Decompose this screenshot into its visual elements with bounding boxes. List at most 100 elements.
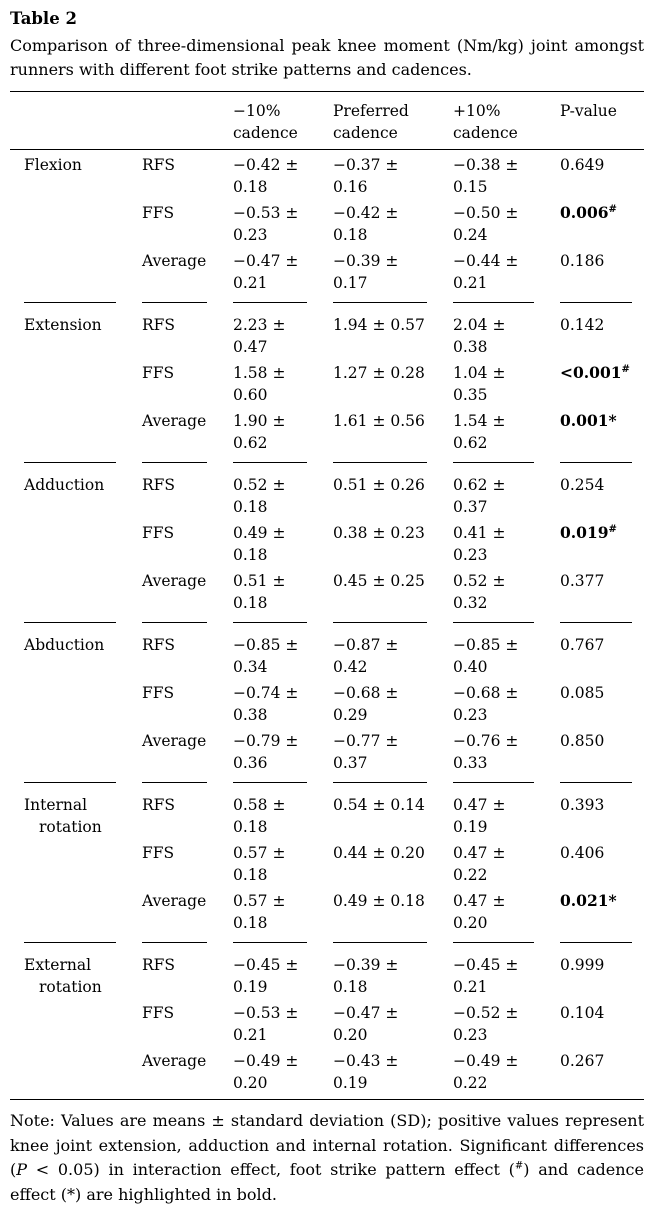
table-row: Adduction RFS 0.52 ± 0.18 0.51 ± 0.26 0.62 ±… xyxy=(10,470,644,520)
group-separator-row xyxy=(10,296,644,310)
pattern-cell: Average xyxy=(142,572,207,590)
pvalue-superscript: # xyxy=(621,363,630,375)
plus10-cadence-cell: −0.68 ± 0.23 xyxy=(453,684,519,724)
separator-rule xyxy=(24,302,116,303)
pvalue-cell: 0.267 xyxy=(560,1048,644,1100)
separator-rule xyxy=(142,622,207,623)
plus10-cadence-cell: 1.04 ± 0.35 xyxy=(453,364,506,404)
minus10-cadence-cell: 0.57 ± 0.18 xyxy=(233,892,286,932)
separator-rule xyxy=(24,622,116,623)
pvalue-cell: 0.999 xyxy=(560,950,644,1000)
group-separator-cell xyxy=(142,936,233,950)
minus10-cadence-cell: 0.58 ± 0.18 xyxy=(233,796,286,836)
minus10-cadence-cell: −0.42 ± 0.18 xyxy=(233,156,299,196)
pvalue-cell: 0.019# xyxy=(560,520,644,568)
pvalue-superscript: # xyxy=(608,203,617,215)
plus10-cadence-cell: 0.62 ± 0.37 xyxy=(453,476,506,516)
preferred-cadence-cell: 1.27 ± 0.28 xyxy=(333,364,425,382)
table-row: FFS 0.49 ± 0.18 0.38 ± 0.23 0.41 ± 0.23 0.01… xyxy=(10,520,644,568)
group-separator-row xyxy=(10,936,644,950)
joint-cell xyxy=(10,520,142,568)
separator-rule xyxy=(560,782,632,783)
table-caption: Comparison of three-dimensional peak kne… xyxy=(10,36,644,79)
joint-group-internal-rotation: Internal rotation RFS 0.58 ± 0.18 0.54 ± 0.… xyxy=(10,790,644,950)
pvalue-text: 0.001* xyxy=(560,411,617,430)
preferred-cadence-cell: −0.39 ± 0.18 xyxy=(333,956,399,996)
preferred-cadence-cell: −0.68 ± 0.29 xyxy=(333,684,399,724)
preferred-cadence-cell: −0.39 ± 0.17 xyxy=(333,252,399,292)
separator-rule xyxy=(24,942,116,943)
pvalue-text: 0.649 xyxy=(560,156,605,174)
pvalue-superscript: # xyxy=(608,523,617,535)
pvalue-cell: 0.377 xyxy=(560,568,644,616)
pvalue-cell: 0.186 xyxy=(560,248,644,296)
group-separator-cell xyxy=(453,616,560,630)
group-separator-row xyxy=(10,776,644,790)
pvalue-text: <0.001 xyxy=(560,363,622,382)
group-separator-cell xyxy=(10,616,142,630)
table-note: Note: Values are means ± standard deviat… xyxy=(10,1109,644,1207)
pattern-cell: Average xyxy=(142,892,207,910)
joint-group-external-rotation: External rotation RFS −0.45 ± 0.19 −0.39 ± … xyxy=(10,950,644,1100)
pvalue-text: 0.999 xyxy=(560,956,605,974)
pattern-cell: RFS xyxy=(142,956,176,974)
joint-cell xyxy=(10,360,142,408)
pvalue-cell: 0.767 xyxy=(560,630,644,680)
preferred-cadence-cell: −0.87 ± 0.42 xyxy=(333,636,399,676)
pattern-cell: Average xyxy=(142,1052,207,1070)
pvalue-cell: 0.649 xyxy=(560,150,644,201)
group-separator-cell xyxy=(560,296,644,310)
separator-rule xyxy=(233,302,307,303)
plus10-cadence-cell: −0.85 ± 0.40 xyxy=(453,636,519,676)
group-separator-cell xyxy=(453,776,560,790)
group-separator-cell xyxy=(333,936,453,950)
table-row: FFS 1.58 ± 0.60 1.27 ± 0.28 1.04 ± 0.35 <0.0… xyxy=(10,360,644,408)
pvalue-text: 0.186 xyxy=(560,252,605,270)
group-separator-cell xyxy=(560,776,644,790)
pvalue-cell: 0.001* xyxy=(560,408,644,456)
preferred-cadence-cell: 0.44 ± 0.20 xyxy=(333,844,425,862)
pvalue-cell: 0.006# xyxy=(560,200,644,248)
preferred-cadence-cell: 0.38 ± 0.23 xyxy=(333,524,425,542)
separator-rule xyxy=(142,942,207,943)
group-separator-cell xyxy=(333,296,453,310)
note-segment: # xyxy=(514,1160,524,1172)
separator-rule xyxy=(333,622,427,623)
pvalue-text: 0.104 xyxy=(560,1004,605,1022)
separator-rule xyxy=(142,782,207,783)
col-header-pattern xyxy=(142,91,233,150)
joint-cell: Abduction xyxy=(24,636,105,654)
pvalue-text: 0.021* xyxy=(560,891,617,910)
separator-rule xyxy=(453,302,534,303)
joint-cell: Flexion xyxy=(24,156,82,174)
pvalue-cell: 0.393 xyxy=(560,790,644,840)
table-row: Average 0.51 ± 0.18 0.45 ± 0.25 0.52 ± 0.32… xyxy=(10,568,644,616)
minus10-cadence-cell: 1.90 ± 0.62 xyxy=(233,412,286,452)
minus10-cadence-cell: −0.85 ± 0.34 xyxy=(233,636,299,676)
plus10-cadence-cell: 0.47 ± 0.19 xyxy=(453,796,506,836)
joint-cell xyxy=(10,1048,142,1100)
table-row: Flexion RFS −0.42 ± 0.18 −0.37 ± 0.16 −0.38 … xyxy=(10,150,644,201)
table-row: FFS −0.53 ± 0.23 −0.42 ± 0.18 −0.50 ± 0.24 0… xyxy=(10,200,644,248)
joint-cell xyxy=(10,200,142,248)
group-separator-cell xyxy=(560,936,644,950)
separator-rule xyxy=(142,302,207,303)
joint-cell: Extension xyxy=(24,316,102,334)
separator-rule xyxy=(560,622,632,623)
group-separator-cell xyxy=(560,616,644,630)
pvalue-text: 0.767 xyxy=(560,636,605,654)
separator-rule xyxy=(24,462,116,463)
plus10-cadence-cell: −0.52 ± 0.23 xyxy=(453,1004,519,1044)
group-separator-cell xyxy=(233,936,333,950)
separator-rule xyxy=(233,782,307,783)
separator-rule xyxy=(453,782,534,783)
pvalue-cell: 0.254 xyxy=(560,470,644,520)
preferred-cadence-cell: 0.49 ± 0.18 xyxy=(333,892,425,910)
minus10-cadence-cell: −0.79 ± 0.36 xyxy=(233,732,299,772)
group-separator-cell xyxy=(453,456,560,470)
col-header-joint xyxy=(10,91,142,150)
pvalue-cell: 0.021* xyxy=(560,888,644,936)
minus10-cadence-cell: −0.45 ± 0.19 xyxy=(233,956,299,996)
minus10-cadence-cell: −0.53 ± 0.21 xyxy=(233,1004,299,1044)
preferred-cadence-cell: −0.43 ± 0.19 xyxy=(333,1052,399,1092)
